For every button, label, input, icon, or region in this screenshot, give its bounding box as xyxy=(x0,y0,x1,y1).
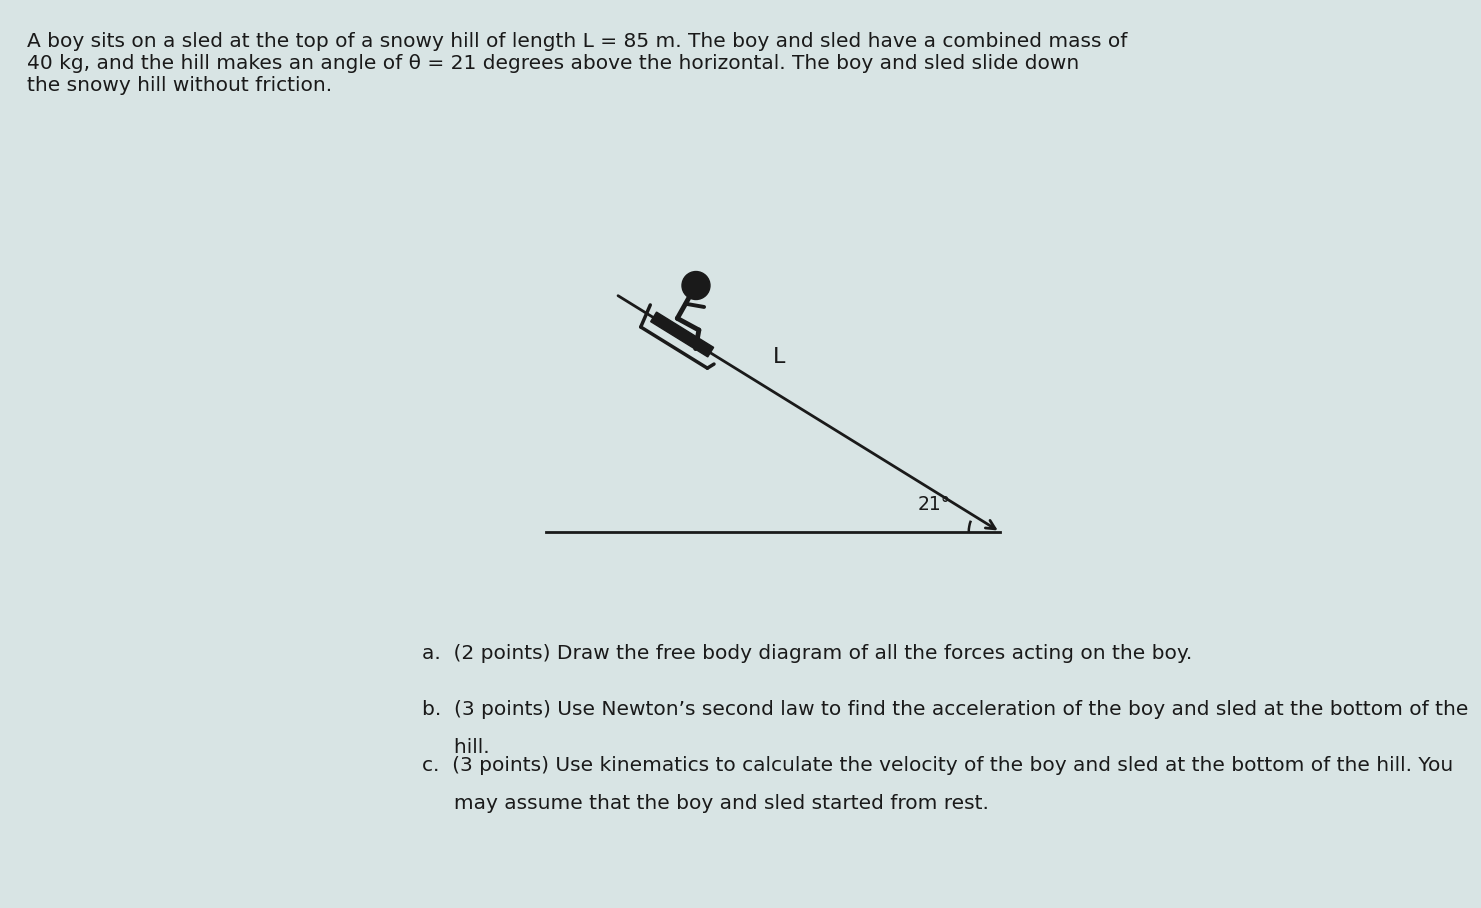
Text: c.  (3 points) Use kinematics to calculate the velocity of the boy and sled at t: c. (3 points) Use kinematics to calculat… xyxy=(422,755,1453,775)
Text: may assume that the boy and sled started from rest.: may assume that the boy and sled started… xyxy=(422,794,989,814)
Text: b.  (3 points) Use Newton’s second law to find the acceleration of the boy and s: b. (3 points) Use Newton’s second law to… xyxy=(422,700,1468,719)
Text: 21°: 21° xyxy=(917,496,951,515)
Text: A boy sits on a sled at the top of a snowy hill of length L = 85 m. The boy and : A boy sits on a sled at the top of a sno… xyxy=(27,32,1127,94)
Text: L: L xyxy=(773,347,785,367)
Circle shape xyxy=(683,271,709,300)
Polygon shape xyxy=(650,312,714,357)
Text: hill.: hill. xyxy=(422,738,490,757)
Text: a.  (2 points) Draw the free body diagram of all the forces acting on the boy.: a. (2 points) Draw the free body diagram… xyxy=(422,644,1192,663)
